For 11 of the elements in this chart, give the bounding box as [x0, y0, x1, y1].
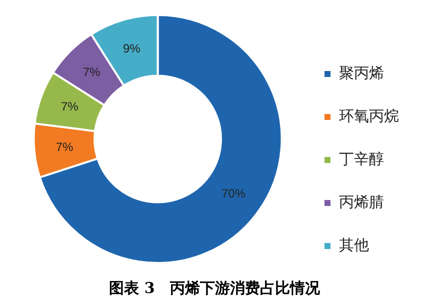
data-label: 9% [122, 41, 141, 56]
legend-label: 丙烯腈 [339, 192, 384, 211]
legend-label: 其他 [339, 236, 369, 254]
legend-label: 丁辛醇 [339, 150, 384, 168]
data-label: 7% [60, 100, 79, 114]
data-label: 70% [221, 186, 246, 200]
text: 图表 3 丙烯下游消费占比情况 [109, 278, 321, 297]
legend-label: 聚丙烯 [339, 64, 384, 82]
data-label: 7% [56, 140, 74, 154]
data-label: 7% [82, 65, 101, 80]
legend-label: 环氧丙烷 [339, 106, 399, 125]
